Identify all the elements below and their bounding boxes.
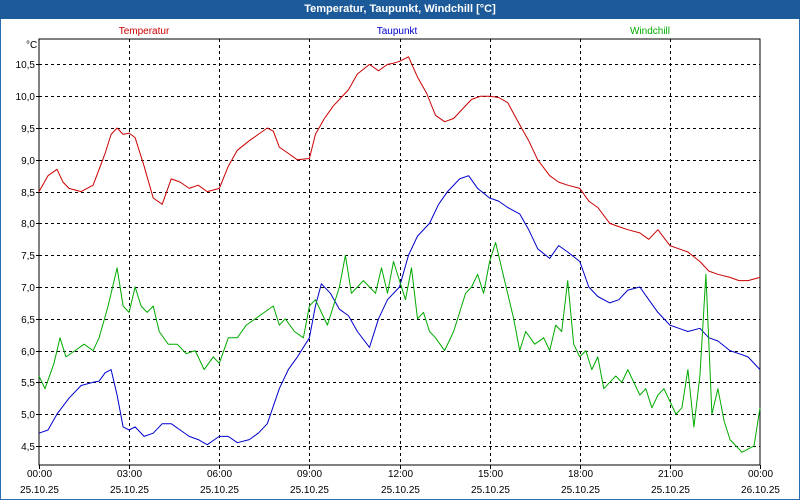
y-tick-label: 10,0 bbox=[16, 92, 36, 103]
chart-title: Temperatur, Taupunkt, Windchill [°C] bbox=[0, 0, 800, 19]
y-tick-label: 8,5 bbox=[21, 188, 35, 199]
series-line-windchill bbox=[38, 242, 761, 453]
x-tick-date-label: 25.10.25 bbox=[651, 485, 690, 496]
y-axis-unit-label: °C bbox=[26, 40, 37, 51]
y-tick-label: 8,0 bbox=[21, 219, 35, 230]
series-line-temperatur bbox=[38, 56, 761, 282]
y-tick-label: 5,5 bbox=[21, 378, 35, 389]
x-tick-time-label: 12:00 bbox=[388, 469, 413, 480]
legend: Temperatur Taupunkt Windchill bbox=[119, 26, 670, 37]
legend-entry-temperatur: Temperatur bbox=[119, 26, 170, 37]
x-tick-time-label: 21:00 bbox=[658, 469, 683, 480]
legend-entry-windchill: Windchill bbox=[630, 26, 670, 37]
y-tick-label: 7,5 bbox=[21, 251, 35, 262]
x-tick-date-label: 25.10.25 bbox=[561, 485, 600, 496]
y-tick-label: 6,0 bbox=[21, 347, 35, 358]
legend-entry-taupunkt: Taupunkt bbox=[377, 26, 418, 37]
y-tick-label: 7,0 bbox=[21, 283, 35, 294]
x-axis: 00:00 25.10.25 03:00 25.10.25 06:00 25.10.25 0… bbox=[20, 465, 780, 496]
x-tick-date-label: 25.10.25 bbox=[20, 485, 59, 496]
x-tick-date-label: 25.10.25 bbox=[200, 485, 239, 496]
y-tick-label: 10,5 bbox=[16, 60, 36, 71]
x-tick-time-label: 09:00 bbox=[297, 469, 322, 480]
series-line-taupunkt bbox=[38, 175, 761, 446]
x-tick-date-label: 26.10.25 bbox=[741, 485, 780, 496]
y-tick-label: 4,5 bbox=[21, 442, 35, 453]
plot-area bbox=[38, 38, 761, 466]
y-axis: °C 4,5 5,0 5,5 6,0 6,5 7,0 7,5 8,0 8,5 9,0 9,5 10,0… bbox=[16, 40, 39, 453]
x-tick-date-label: 25.10.25 bbox=[290, 485, 329, 496]
x-tick-time-label: 06:00 bbox=[207, 469, 232, 480]
x-tick-time-label: 18:00 bbox=[568, 469, 593, 480]
series-lines bbox=[38, 56, 761, 453]
x-tick-date-label: 25.10.25 bbox=[110, 485, 149, 496]
y-tick-label: 9,5 bbox=[21, 124, 35, 135]
x-tick-time-label: 03:00 bbox=[117, 469, 142, 480]
x-tick-time-label: 00:00 bbox=[748, 469, 773, 480]
y-tick-label: 5,0 bbox=[21, 410, 35, 421]
x-tick-date-label: 25.10.25 bbox=[381, 485, 420, 496]
y-tick-label: 6,5 bbox=[21, 315, 35, 326]
y-tick-label: 9,0 bbox=[21, 156, 35, 167]
x-tick-date-label: 25.10.25 bbox=[471, 485, 510, 496]
x-tick-time-label: 00:00 bbox=[27, 469, 52, 480]
x-tick-time-label: 15:00 bbox=[478, 469, 503, 480]
